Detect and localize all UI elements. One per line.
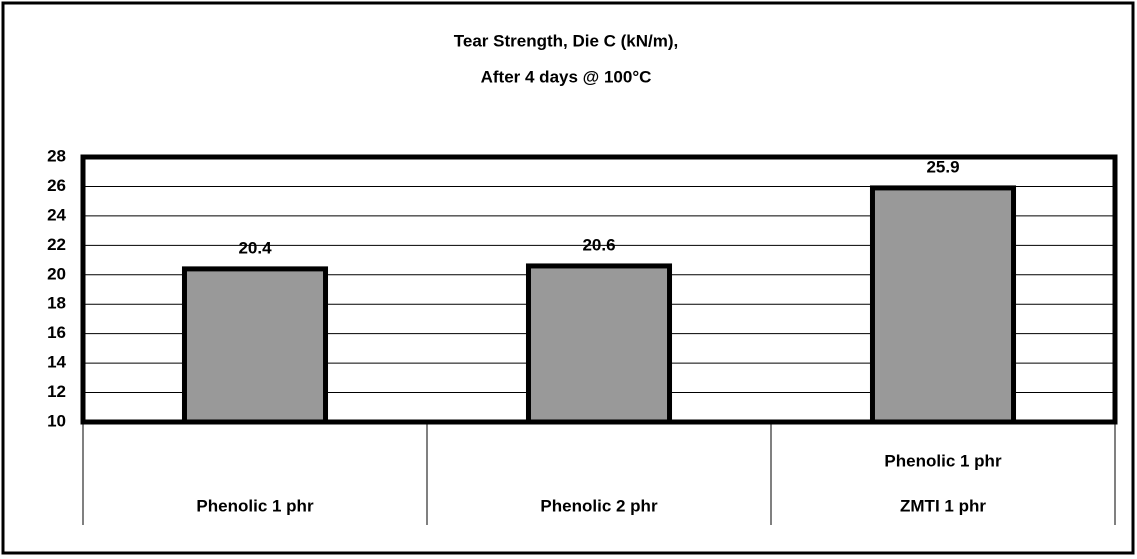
y-tick-label: 28: [47, 146, 66, 165]
value-label: 20.6: [582, 235, 615, 254]
y-tick-label: 20: [47, 264, 66, 283]
y-tick-label: 16: [47, 323, 66, 342]
y-tick-label: 24: [47, 205, 66, 224]
bar: [869, 185, 1017, 425]
y-tick-label: 14: [47, 353, 66, 372]
bar: [181, 266, 329, 425]
chart-title: After 4 days @ 100°C: [481, 67, 652, 86]
value-label: 20.4: [238, 238, 272, 257]
bar: [525, 263, 673, 425]
y-tick-label: 18: [47, 294, 66, 313]
y-tick-label: 22: [47, 235, 66, 254]
y-tick-label: 10: [47, 411, 66, 430]
x-tick-label: Phenolic 2 phr: [540, 496, 658, 515]
x-tick-label: Phenolic 1 phr: [196, 496, 314, 515]
plot-border: [80, 154, 1118, 425]
y-tick-label: 26: [47, 176, 66, 195]
x-tick-label: Phenolic 1 phr: [884, 451, 1002, 470]
y-tick-label: 12: [47, 382, 66, 401]
chart-title: Tear Strength, Die C (kN/m),: [454, 31, 679, 50]
value-label: 25.9: [926, 157, 959, 176]
x-tick-label: ZMTI 1 phr: [900, 496, 986, 515]
